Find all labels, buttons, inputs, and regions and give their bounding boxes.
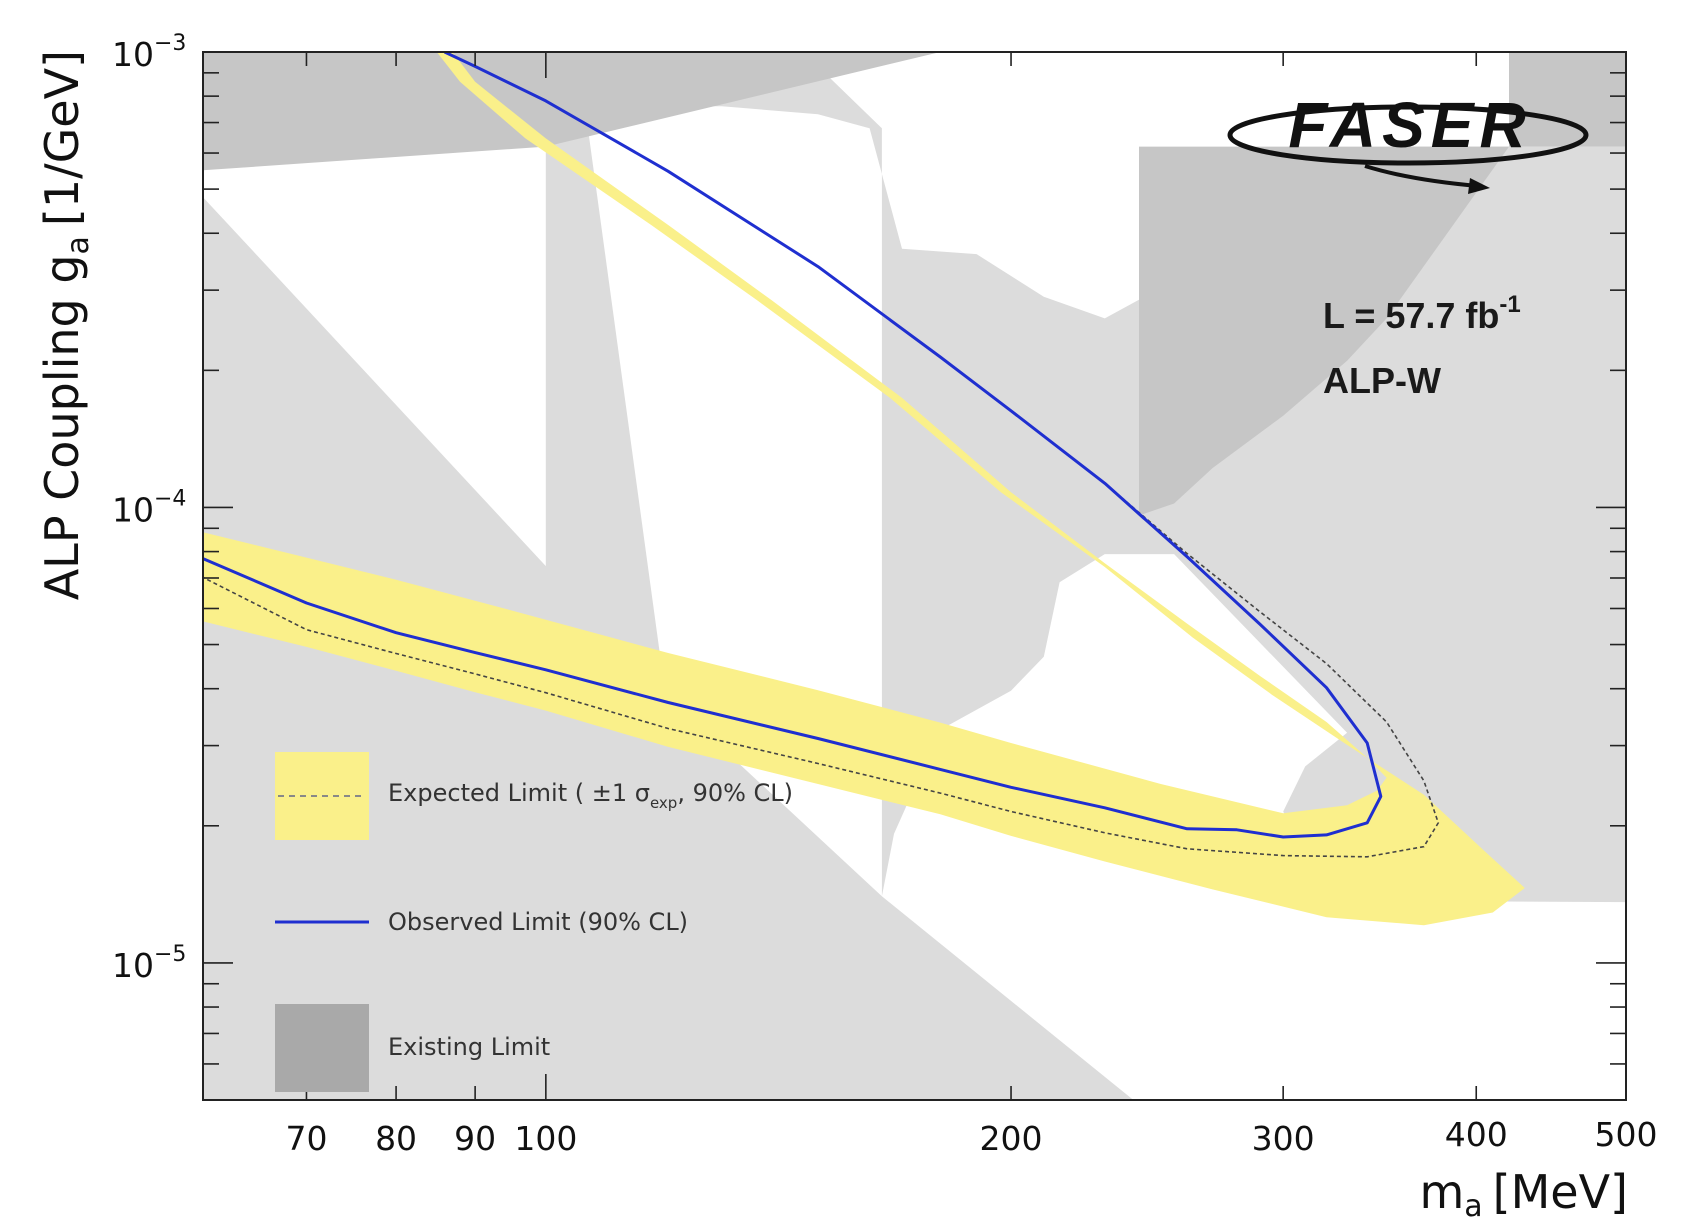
plot-frame (202, 51, 1627, 1101)
x-tick-label: 80 (375, 1119, 417, 1158)
x-tick-label: 100 (514, 1119, 577, 1158)
luminosity-label: L = 57.7 fb-1 (1323, 291, 1521, 336)
x-tick-label: 70 (285, 1119, 327, 1158)
x-tick-label: 90 (454, 1119, 496, 1158)
x-tick-label: 300 (1252, 1119, 1315, 1158)
x-tick-label: 200 (980, 1119, 1043, 1158)
observed-limit-line (203, 52, 1383, 839)
legend-swatch-existing (275, 1004, 369, 1092)
axis-ticks (202, 51, 1627, 1101)
legend-label-existing: Existing Limit (388, 1033, 550, 1061)
x-tick-labels: 70 80 90 100 200 300 400 500 (285, 1115, 1657, 1158)
existing-limit-regions (203, 52, 1626, 1100)
y-tick-labels: 10−5 10−4 10−3 (112, 31, 186, 985)
limit-curves (203, 52, 1525, 926)
existing-region-5 (203, 52, 685, 1100)
y-tick-label: 10−3 (112, 31, 186, 74)
x-axis-title: ma [MeV] (1419, 1165, 1628, 1224)
y-axis-title: ALP Coupling ga[1/GeV] (35, 50, 96, 600)
y-tick-label: 10−5 (112, 942, 186, 985)
faser-logo: FASER (1227, 89, 1589, 194)
x-tick-label: 500 (1595, 1115, 1658, 1154)
existing-region-3 (412, 783, 579, 1100)
legend: Expected Limit ( ±1 σexp, 90% CL) Observ… (275, 752, 793, 1092)
existing-region-8 (1139, 146, 1509, 516)
expected-band (203, 52, 1525, 926)
existing-region-4 (545, 843, 579, 1100)
model-label: ALP-W (1323, 360, 1441, 401)
existing-region-7 (203, 52, 1626, 171)
legend-label-expected: Expected Limit ( ±1 σexp, 90% CL) (388, 779, 793, 812)
y-tick-label: 10−4 (112, 486, 186, 529)
faser-logo-text: FASER (1288, 89, 1531, 161)
x-tick-label: 400 (1445, 1115, 1508, 1154)
legend-label-observed: Observed Limit (90% CL) (388, 908, 688, 936)
